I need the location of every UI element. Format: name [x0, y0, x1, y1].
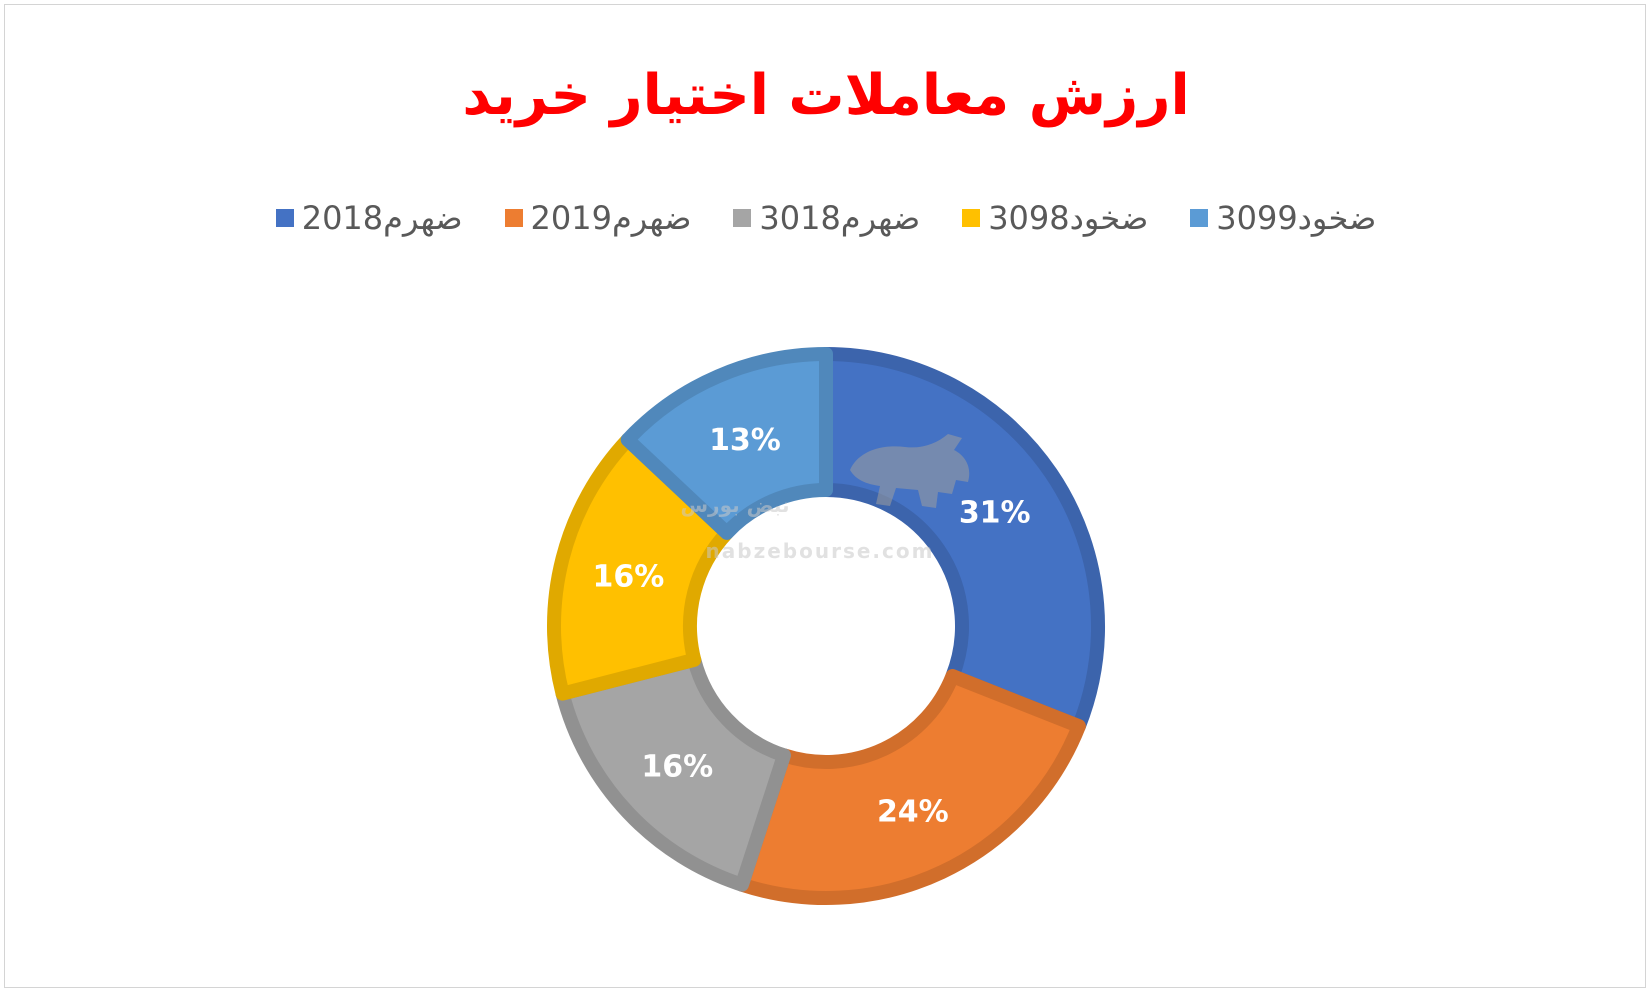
chart-title: ارزش معاملات اختیار خرید [462, 63, 1190, 128]
donut-slices [547, 347, 1105, 905]
data-label-3: 16% [641, 750, 713, 785]
legend-swatch [962, 209, 981, 227]
legend-item: ضخود3098 [962, 196, 1148, 240]
legend-swatch [275, 209, 294, 227]
slice-5 [620, 347, 833, 540]
chart-legend: ضهرم2018 ضهرم2019 ضهرم3018 ضخود3098 ضخود… [0, 196, 1652, 240]
legend-swatch [733, 209, 752, 227]
legend-label: ضهرم2018 [301, 199, 463, 237]
watermark: نبض بورس nabzebourse.com [680, 434, 970, 563]
data-label-4: 16% [593, 559, 665, 594]
legend-label: ضهرم3018 [759, 199, 921, 237]
legend-swatch [1190, 209, 1209, 227]
legend-label: ضخود3099 [1216, 199, 1377, 237]
legend-swatch [504, 209, 523, 227]
slice-2 [734, 669, 1086, 905]
legend-item: ضهرم3018 [733, 196, 920, 240]
legend-item: ضهرم2018 [275, 196, 463, 240]
watermark-logo-text: نبض بورس [680, 493, 789, 517]
legend-item: ضهرم2019 [504, 196, 692, 240]
watermark-url: nabzebourse.com [706, 539, 935, 563]
data-label-1: 31% [959, 495, 1031, 530]
data-labels: 31% 24% 16% 16% 13% [593, 423, 1031, 830]
data-label-2: 24% [877, 795, 949, 830]
legend-label: ضهرم2019 [530, 199, 692, 237]
legend-label: ضخود3098 [988, 199, 1149, 237]
legend-item: ضخود3099 [1190, 196, 1376, 240]
data-label-5: 13% [709, 423, 781, 458]
bull-icon [850, 434, 970, 508]
